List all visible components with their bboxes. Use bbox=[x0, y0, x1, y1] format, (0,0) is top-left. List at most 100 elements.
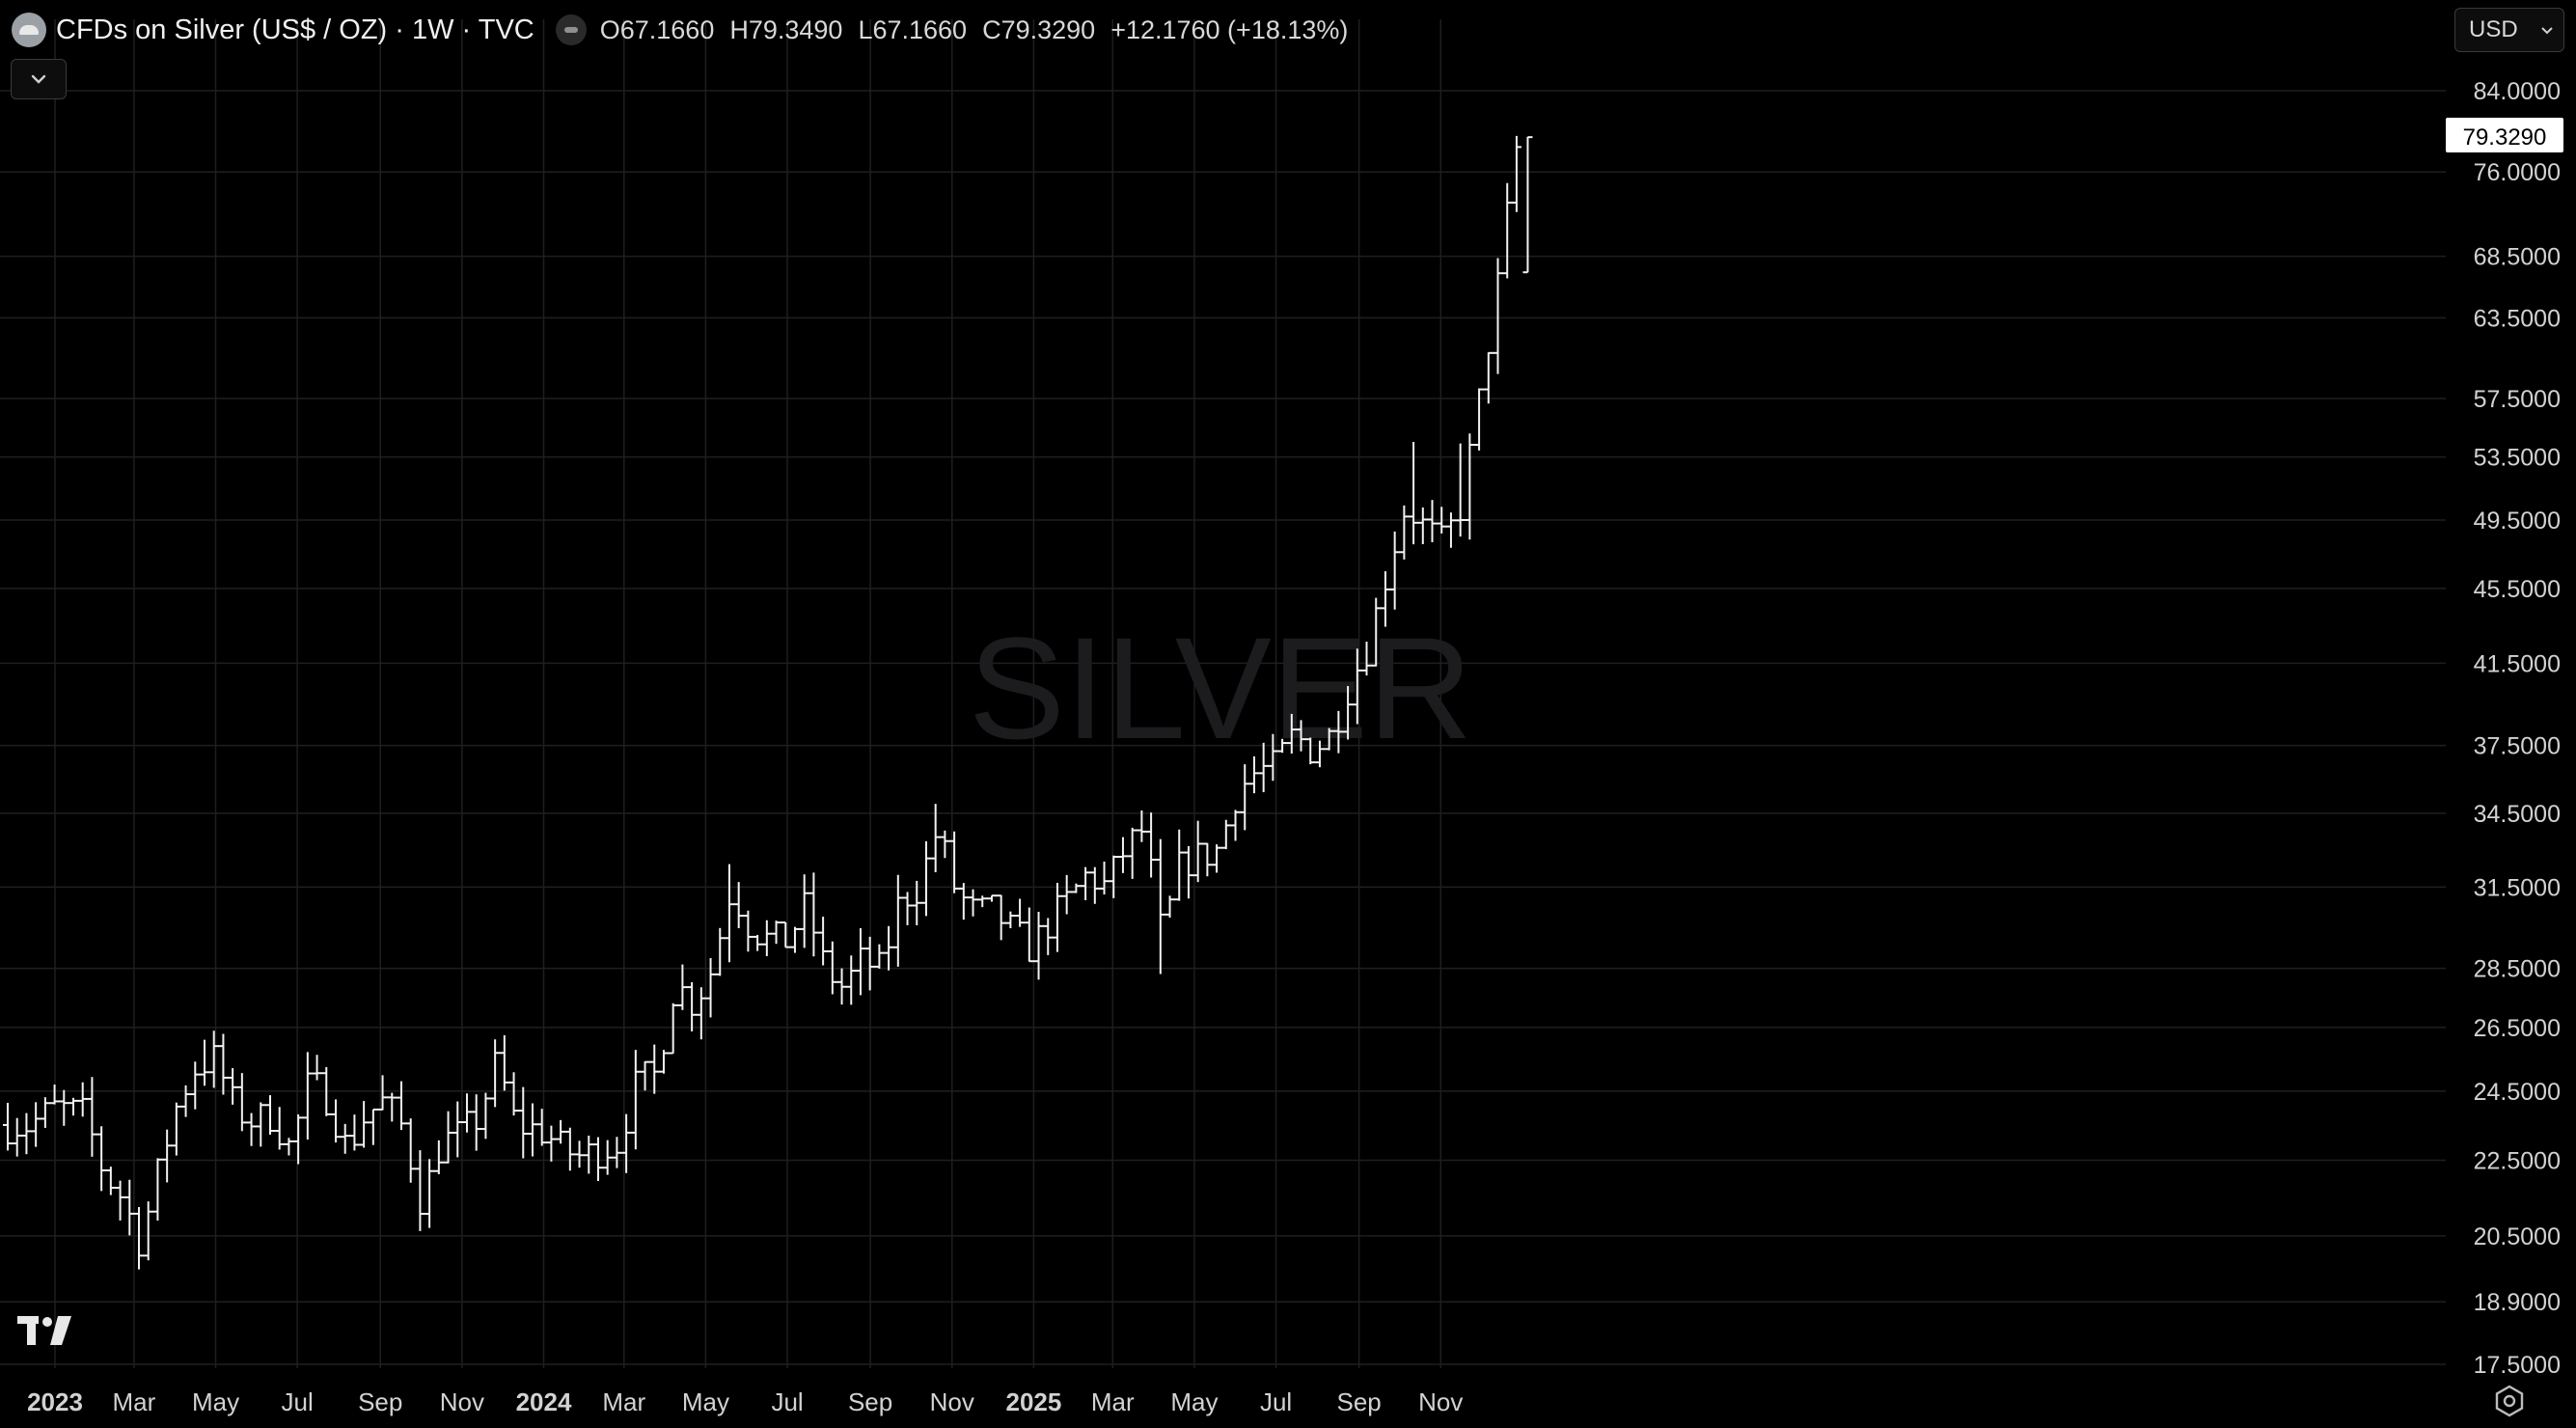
time-axis[interactable]: 2023 Mar May Jul Sep Nov 2024 Mar May Jul Sep Nov 20… bbox=[27, 1387, 1463, 1416]
price-bars bbox=[3, 135, 1533, 1270]
ohlc-bar bbox=[1493, 258, 1503, 374]
ohlc-bar bbox=[180, 1085, 191, 1117]
ohlc-bar bbox=[349, 1114, 360, 1151]
chart-grid bbox=[0, 19, 2446, 1368]
ohlc-bar-last bbox=[1522, 136, 1533, 274]
ohlc-bar bbox=[1220, 819, 1231, 850]
ohlc-bar bbox=[1192, 820, 1203, 883]
ohlc-bar bbox=[1333, 710, 1344, 754]
price-tick-label: 17.5000 bbox=[2474, 1352, 2561, 1379]
ohlc-bar bbox=[1005, 911, 1016, 929]
market-status-icon[interactable] bbox=[555, 14, 587, 45]
ohlc-bar bbox=[705, 958, 716, 1018]
ohlc-bar bbox=[1314, 740, 1325, 768]
ohlc-bar bbox=[1081, 866, 1091, 900]
ohlc-bar bbox=[228, 1067, 238, 1105]
price-axis[interactable]: 84.0000 76.0000 68.5000 63.5000 57.5000 53.50… bbox=[2474, 78, 2561, 1379]
ohlc-bar bbox=[874, 944, 885, 969]
ohlc-bar bbox=[246, 1112, 257, 1146]
chevron-down-icon bbox=[31, 74, 46, 84]
ohlc-bar bbox=[630, 1050, 641, 1150]
time-tick-label: May bbox=[192, 1387, 239, 1416]
symbol-title[interactable]: CFDs on Silver (US$ / OZ) · 1W · TVC bbox=[56, 14, 534, 45]
time-tick-label: 2023 bbox=[27, 1387, 83, 1416]
ohlc-bar bbox=[621, 1113, 632, 1173]
ohlc-bar bbox=[696, 987, 706, 1040]
price-tick-label: 26.5000 bbox=[2474, 1015, 2561, 1042]
ohlc-bar bbox=[1127, 827, 1137, 879]
ohlc-bar bbox=[1465, 433, 1475, 540]
ohlc-bar bbox=[668, 1002, 678, 1055]
ohlc-values: O67.1660 H79.3490 L67.1660 C79.3290 +12.… bbox=[600, 15, 1349, 45]
ohlc-bar bbox=[1240, 764, 1250, 831]
time-tick-label: Sep bbox=[848, 1387, 892, 1416]
price-tick-label: 68.5000 bbox=[2474, 244, 2561, 271]
ohlc-bar bbox=[1015, 898, 1026, 927]
ohlc-bar bbox=[996, 894, 1006, 941]
ohlc-bar bbox=[387, 1092, 397, 1122]
ohlc-bar bbox=[115, 1180, 125, 1221]
ohlc-bar bbox=[1361, 642, 1372, 676]
time-tick-label: Nov bbox=[1418, 1387, 1463, 1416]
ohlc-bar bbox=[986, 894, 997, 902]
ohlc-bar bbox=[1296, 720, 1306, 752]
ohlc-bar bbox=[808, 872, 819, 957]
gear-icon[interactable] bbox=[2492, 1384, 2527, 1418]
ohlc-bar bbox=[405, 1118, 416, 1183]
high-value: H79.3490 bbox=[729, 14, 843, 44]
ohlc-bar bbox=[162, 1129, 173, 1183]
ohlc-bar bbox=[105, 1167, 116, 1195]
ohlc-bar bbox=[827, 941, 837, 995]
ohlc-bar bbox=[1137, 810, 1147, 842]
ohlc-bar bbox=[1033, 912, 1044, 980]
ohlc-bar bbox=[1248, 755, 1259, 794]
ohlc-bar bbox=[312, 1055, 322, 1081]
ohlc-bar bbox=[40, 1097, 50, 1128]
ohlc-bar bbox=[884, 925, 894, 971]
ohlc-bar bbox=[1174, 829, 1185, 901]
ohlc-bar bbox=[1324, 728, 1334, 751]
ohlc-bar bbox=[1202, 842, 1213, 877]
ohlc-bar bbox=[1371, 597, 1382, 667]
ohlc-bar bbox=[1212, 844, 1222, 873]
ohlc-bar bbox=[602, 1140, 613, 1175]
last-price-label: 79.3290 bbox=[2446, 118, 2563, 152]
ohlc-bar bbox=[1043, 918, 1054, 955]
ohlc-bar bbox=[1437, 507, 1447, 534]
low-value: L67.1660 bbox=[858, 14, 968, 44]
time-tick-label: Jul bbox=[1260, 1387, 1292, 1416]
ohlc-bar bbox=[1474, 388, 1485, 451]
ohlc-bar bbox=[912, 880, 922, 925]
ohlc-bar bbox=[443, 1111, 453, 1164]
price-tick-label: 20.5000 bbox=[2474, 1223, 2561, 1250]
ohlc-bar bbox=[293, 1113, 304, 1165]
time-tick-label: Jul bbox=[771, 1387, 803, 1416]
ohlc-bar bbox=[31, 1102, 41, 1147]
tradingview-logo[interactable] bbox=[15, 1310, 81, 1349]
price-tick-label: 57.5000 bbox=[2474, 386, 2561, 413]
ohlc-bar bbox=[1417, 507, 1428, 544]
ohlc-bar bbox=[1024, 907, 1034, 963]
ohlc-bar bbox=[49, 1085, 60, 1105]
silver-symbol-icon[interactable] bbox=[12, 13, 46, 47]
currency-select[interactable]: USD bbox=[2454, 8, 2564, 52]
ohlc-bar bbox=[724, 864, 734, 963]
ohlc-bar bbox=[330, 1099, 341, 1143]
ohlc-bar bbox=[1445, 512, 1456, 548]
ohlc-bar bbox=[920, 840, 931, 917]
ohlc-bar bbox=[236, 1073, 247, 1132]
ohlc-bar bbox=[452, 1101, 463, 1158]
price-tick-label: 37.5000 bbox=[2474, 733, 2561, 760]
ohlc-bar bbox=[499, 1034, 509, 1091]
legend-collapse-button[interactable] bbox=[11, 59, 67, 99]
price-tick-label: 28.5000 bbox=[2474, 956, 2561, 983]
ohlc-bar bbox=[1455, 443, 1466, 537]
ohlc-bar bbox=[1511, 135, 1521, 212]
ohlc-bar bbox=[574, 1140, 585, 1168]
ohlc-bar bbox=[892, 874, 903, 967]
time-tick-label: Mar bbox=[602, 1387, 645, 1416]
ohlc-bar bbox=[1277, 738, 1288, 754]
ohlc-bar bbox=[640, 1060, 650, 1091]
price-tick-label: 34.5000 bbox=[2474, 801, 2561, 828]
